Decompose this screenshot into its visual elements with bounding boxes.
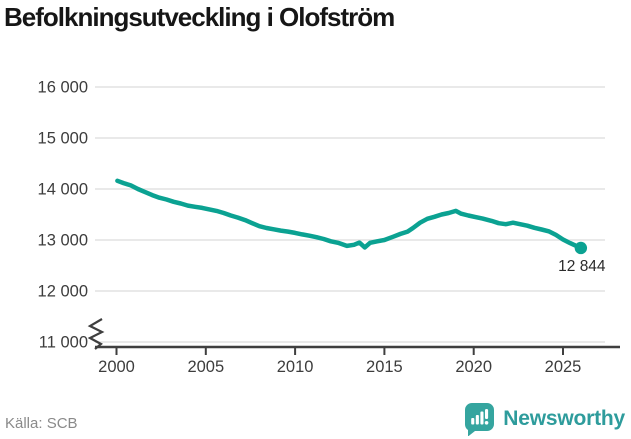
y-tick-label-14000: 14 000 [38, 181, 88, 199]
y-tick-label-15000: 15 000 [38, 130, 88, 148]
end-value-label: 12 844 [558, 258, 606, 275]
speech-bubble-shape [465, 403, 495, 436]
y-tick-label-11000: 11 000 [39, 334, 88, 352]
newsworthy-wordmark: Newsworthy [503, 407, 625, 430]
bar-2 [476, 415, 480, 425]
bar-3 [480, 411, 484, 425]
x-tick-label-2015: 2015 [366, 358, 403, 376]
x-tick-label-2010: 2010 [277, 358, 314, 376]
axis-break-icon [87, 318, 105, 350]
y-tick-label-13000: 13 000 [38, 232, 88, 250]
x-tick-label-2025: 2025 [545, 358, 582, 376]
exclamation-bar [485, 409, 489, 419]
exclamation-dot [485, 421, 489, 425]
y-tick-label-16000: 16 000 [38, 79, 88, 97]
x-tick-label-2005: 2005 [187, 358, 224, 376]
y-tick-label-12000: 12 000 [38, 283, 88, 301]
x-tick-label-2000: 2000 [98, 358, 135, 376]
newsworthy-badge-icon [465, 403, 495, 436]
population-line [115, 178, 584, 251]
chart-title: Befolkningsutveckling i Olofström [4, 2, 395, 32]
bar-1 [471, 418, 475, 425]
x-tick-label-2020: 2020 [455, 358, 492, 376]
source-label: Källa: SCB [5, 415, 78, 432]
newsworthy-logo[interactable]: Newsworthy [464, 402, 625, 436]
end-point-dot [574, 241, 588, 255]
